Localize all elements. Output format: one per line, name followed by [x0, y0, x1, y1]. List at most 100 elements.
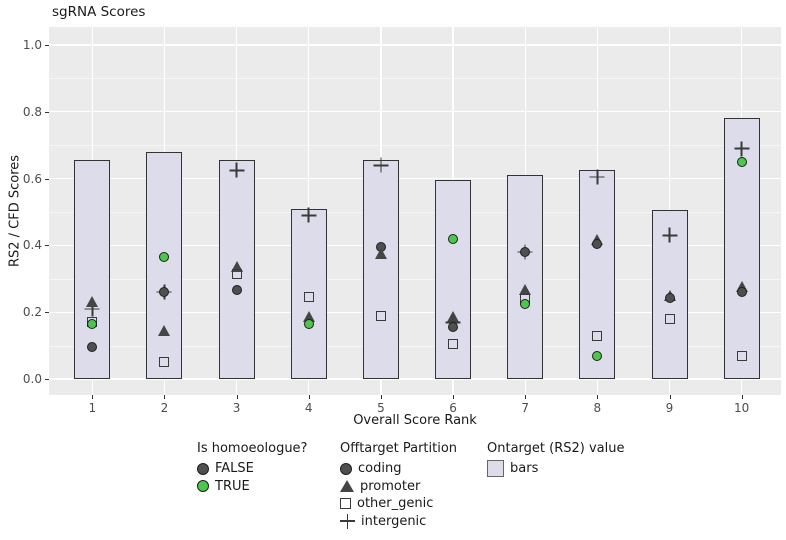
ontarget-bar [74, 160, 111, 379]
point-plus-intergenic [373, 157, 389, 173]
legend-item-false: FALSE [197, 460, 307, 478]
point-triangle-promoter [735, 281, 748, 293]
x-tick-label: 6 [449, 401, 457, 415]
point-triangle-promoter [86, 296, 99, 308]
point-plus-intergenic [301, 207, 317, 223]
true-circle-icon [197, 480, 209, 493]
y-tick-mark [45, 111, 49, 113]
point-circle-coding [664, 292, 675, 303]
gridline-major [49, 244, 781, 247]
gridline-major [49, 177, 781, 180]
plot-panel [49, 27, 781, 395]
intergenic-plus-icon [340, 513, 355, 529]
gridline-major [49, 44, 781, 46]
point-plus-intergenic [229, 162, 245, 178]
point-circle-coding [303, 318, 314, 329]
gridline-major [49, 111, 781, 113]
point-triangle-promoter [519, 284, 532, 296]
y-tick-label: 0.0 [22, 372, 42, 386]
point-circle-coding [231, 285, 242, 296]
y-axis-title: RS2 / CFD Scores [7, 154, 23, 268]
legend-offtarget-title: Offtarget Partition [340, 441, 458, 456]
point-square-other_genic [231, 268, 242, 279]
point-triangle-promoter [302, 311, 315, 323]
x-tick-mark [669, 395, 671, 399]
legend-item-coding: coding [340, 460, 457, 478]
legend-item-true: TRUE [197, 478, 307, 496]
x-tick-label: 3 [232, 401, 241, 415]
ontarget-bar [579, 170, 616, 379]
legend-item-promoter: promoter [340, 478, 457, 496]
point-circle-coding [520, 247, 531, 258]
legend-item-label: FALSE [215, 461, 254, 477]
ontarget-bar [146, 151, 183, 379]
y-tick-mark [45, 245, 49, 247]
x-tick-mark [236, 395, 238, 399]
y-tick-label: 0.8 [22, 104, 42, 119]
x-tick-mark [525, 395, 527, 399]
x-axis-title: Overall Score Rank [353, 413, 477, 428]
point-square-other_genic [159, 357, 170, 368]
point-circle-coding [736, 287, 747, 298]
legend-item-label: promoter [360, 478, 421, 494]
x-tick-mark [453, 395, 455, 399]
x-tick-label: 8 [593, 401, 602, 415]
legend-ontarget-title: Ontarget (RS2) value [487, 441, 625, 456]
point-square-other_genic [736, 350, 747, 361]
point-triangle-promoter [158, 324, 171, 336]
x-tick-label: 10 [734, 401, 750, 415]
point-square-other_genic [592, 330, 603, 341]
gridline-minor [49, 145, 781, 147]
promoter-triangle-icon [340, 480, 354, 493]
ontarget-bar [362, 160, 399, 379]
x-tick-label: 1 [88, 401, 97, 415]
x-tick-mark [164, 395, 166, 399]
gridline-major [49, 311, 781, 313]
x-tick-label: 9 [665, 401, 674, 415]
point-square-other_genic [303, 292, 314, 303]
legend-item-label: coding [358, 461, 402, 477]
gridline-minor [49, 78, 781, 80]
chart-title: sgRNA Scores [52, 4, 146, 20]
x-tick-mark [741, 395, 743, 399]
false-circle-icon [197, 462, 209, 475]
point-circle-coding [592, 238, 603, 249]
gridline-major [49, 378, 781, 380]
legend-item-label: intergenic [361, 513, 427, 529]
x-tick-mark [92, 395, 94, 399]
bars-swatch-icon [487, 460, 504, 478]
x-tick-mark [597, 395, 599, 399]
point-plus-intergenic [589, 169, 605, 185]
point-circle-coding [520, 298, 531, 309]
gridline-minor [49, 212, 781, 213]
point-triangle-promoter [374, 247, 387, 259]
point-plus-intergenic [734, 141, 750, 157]
point-square-other_genic [375, 310, 386, 321]
point-circle-coding [159, 252, 170, 263]
y-tick-mark [45, 45, 49, 46]
point-circle-coding [592, 350, 603, 361]
y-tick-mark [45, 379, 49, 380]
gridline-minor [49, 345, 781, 347]
y-tick-label: 0.2 [22, 305, 42, 320]
x-tick-label: 7 [521, 401, 529, 415]
legend-item-other-genic: other_genic [340, 495, 457, 513]
legend-item-bars: bars [487, 460, 624, 478]
legend-item-label: bars [510, 461, 539, 477]
x-tick-mark [380, 395, 382, 399]
legend-homoeologue-title: Is homoeologue? [197, 441, 308, 456]
x-tick-mark [308, 395, 310, 399]
point-triangle-promoter [230, 261, 243, 273]
point-circle-coding [87, 342, 98, 353]
x-tick-label: 5 [377, 401, 385, 415]
point-circle-coding [448, 322, 459, 333]
legend-item-intergenic: intergenic [340, 513, 457, 531]
y-tick-label: 1.0 [22, 38, 42, 52]
point-plus-intergenic [84, 301, 100, 317]
legend-item-label: TRUE [215, 478, 250, 494]
y-tick-mark [45, 312, 49, 314]
gridline-minor [49, 278, 781, 280]
point-circle-coding [736, 156, 747, 167]
point-square-other_genic [664, 313, 675, 324]
y-tick-label: 0.4 [22, 238, 42, 253]
